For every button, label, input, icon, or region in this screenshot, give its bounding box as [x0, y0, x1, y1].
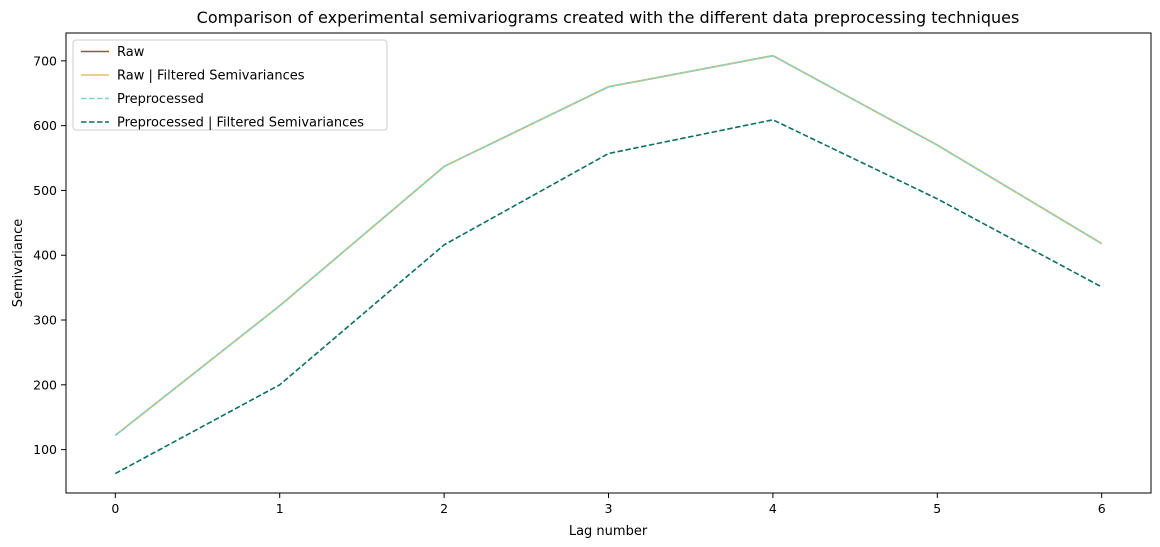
- x-tick-label: 4: [769, 501, 777, 516]
- series-line-2: [114, 54, 1103, 436]
- legend-frame: [72, 39, 388, 131]
- legend-label: Raw: [117, 45, 145, 60]
- legend: Raw Raw | Filtered Semivariances Preproces…: [72, 39, 388, 131]
- legend-label: Raw | Filtered Semivariances: [117, 69, 305, 84]
- legend-label: Preprocessed: [117, 92, 204, 107]
- y-tick-label: 500: [33, 183, 57, 198]
- x-tick-label: 5: [933, 501, 941, 516]
- x-axis-label: Lag number: [569, 524, 648, 539]
- y-tick-label: 400: [33, 248, 57, 263]
- chart-title: Comparison of experimental semivariogram…: [197, 8, 1020, 27]
- y-tick-label: 300: [33, 313, 57, 328]
- x-tick-label: 6: [1098, 501, 1106, 516]
- x-tick-label: 1: [276, 501, 284, 516]
- x-tick-label: 2: [440, 501, 448, 516]
- legend-label: Preprocessed | Filtered Semivariances: [117, 116, 364, 131]
- y-tick-label: 200: [33, 377, 57, 392]
- x-tick-label: 0: [111, 501, 119, 516]
- y-tick-label: 100: [33, 442, 57, 457]
- series-line-3: [114, 119, 1103, 475]
- y-tick-label: 700: [33, 53, 57, 68]
- y-axis-label: Semivariance: [11, 219, 26, 308]
- y-tick-label: 600: [33, 118, 57, 133]
- x-tick-label: 3: [605, 501, 613, 516]
